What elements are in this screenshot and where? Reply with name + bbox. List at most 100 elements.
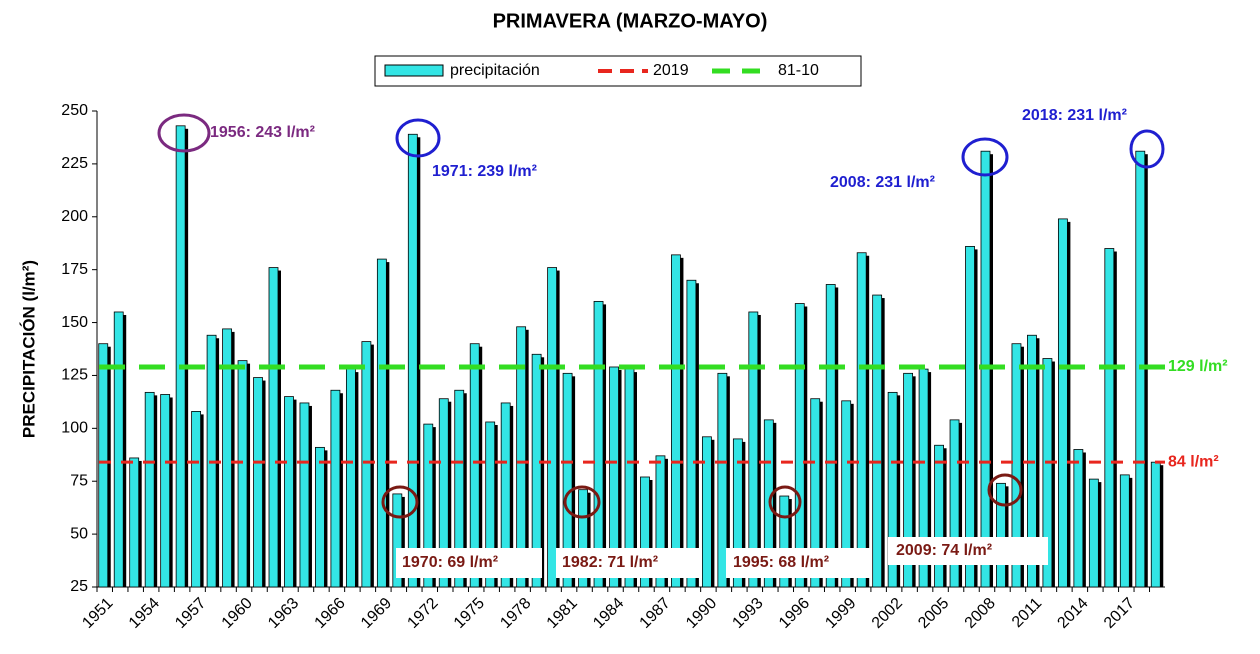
x-tick-label: 1978 [497, 595, 534, 632]
annotation-box [556, 548, 702, 578]
bar [1011, 343, 1022, 588]
bar [191, 411, 202, 588]
x-tick-label: 2002 [869, 595, 906, 632]
y-tick-label: 200 [61, 208, 88, 225]
highlight-circle [381, 485, 419, 519]
y-tick-label: 25 [70, 578, 88, 595]
bar [284, 396, 294, 588]
bar [794, 303, 805, 588]
bar [547, 267, 558, 588]
bar [237, 360, 248, 588]
bar [268, 267, 279, 588]
bar [1150, 461, 1161, 588]
x-tick-label: 1981 [544, 595, 581, 632]
bar [732, 438, 743, 588]
x-tick-label: 1954 [126, 595, 163, 632]
bar [841, 400, 852, 588]
bar [825, 284, 836, 588]
x-tick-label: 2017 [1101, 595, 1138, 632]
bar [593, 300, 604, 588]
x-tick-label: 1960 [219, 595, 256, 632]
x-tick-label: 1984 [590, 595, 627, 632]
bar [965, 245, 975, 588]
highlight-circle [563, 485, 601, 519]
bar [485, 421, 496, 588]
annotation: 1970: 69 l/m² [402, 554, 498, 571]
bar [1119, 474, 1130, 588]
bar [1042, 358, 1053, 588]
annotation: 2009: 74 l/m² [896, 542, 992, 559]
bar [1057, 218, 1068, 588]
annotation: 1956: 243 l/m² [210, 124, 315, 141]
y-tick-label: 100 [61, 420, 88, 437]
bar [872, 294, 883, 588]
annotation-box [888, 537, 1048, 565]
x-tick-label: 1969 [358, 595, 395, 632]
highlight-circle [961, 137, 1009, 177]
y-tick-label: 50 [70, 525, 88, 542]
legend-label: 2019 [653, 62, 689, 79]
bar [578, 489, 588, 588]
bar [469, 343, 480, 588]
bar [376, 258, 387, 588]
annotation: 1982: 71 l/m² [562, 554, 658, 571]
bar [407, 133, 418, 588]
bar [144, 391, 155, 588]
highlight-circle [987, 473, 1023, 507]
x-tick-label: 1996 [776, 595, 813, 632]
bar [1088, 478, 1099, 588]
bar [779, 495, 790, 588]
bar [1104, 248, 1115, 588]
x-tick-label: 1999 [822, 595, 859, 632]
bar [516, 326, 527, 588]
bar [500, 402, 511, 588]
bar [810, 398, 821, 588]
y-tick-label: 75 [70, 472, 88, 489]
bar [160, 394, 171, 588]
annotation: 1995: 68 l/m² [733, 554, 829, 571]
annotation: 2008: 231 l/m² [830, 174, 935, 191]
bar [531, 353, 542, 588]
bar [887, 391, 898, 588]
legend-box [374, 55, 862, 87]
bar [299, 402, 310, 588]
x-tick-label: 1975 [451, 595, 488, 632]
x-tick-label: 1990 [683, 595, 720, 632]
legend-label: 81-10 [778, 62, 819, 79]
bar [717, 372, 728, 588]
bar [1073, 449, 1084, 588]
bar [175, 125, 186, 588]
bar [423, 423, 434, 588]
x-tick-label: 2014 [1054, 595, 1091, 632]
y-tick-label: 150 [61, 314, 88, 331]
bar [655, 455, 666, 588]
highlight-circle [1129, 129, 1165, 169]
bar [609, 366, 619, 588]
bar [253, 377, 263, 588]
bar [856, 252, 867, 588]
bar [701, 436, 712, 588]
x-tick-label: 2008 [962, 595, 999, 632]
bar [949, 419, 960, 588]
y-axis-label: PRECIPITACIÓN (l/m²) [19, 260, 38, 438]
chart-title: PRIMAVERA (MARZO-MAYO) [493, 10, 768, 32]
annotation-box [726, 548, 870, 578]
y-tick-label: 225 [61, 155, 88, 172]
bar [903, 372, 914, 588]
x-tick-label: 1987 [637, 595, 674, 632]
legend-label: precipitación [450, 62, 540, 79]
highlight-circle [395, 118, 441, 158]
bar [113, 311, 124, 588]
x-tick-label: 1972 [404, 595, 441, 632]
x-tick-label: 1966 [312, 595, 349, 632]
legend-swatch [384, 64, 444, 77]
bar [330, 389, 341, 588]
y-tick-label: 250 [61, 102, 88, 119]
bar [129, 457, 140, 588]
bar [315, 446, 325, 588]
bar [748, 311, 759, 588]
annotation: 2018: 231 l/m² [1022, 107, 1127, 124]
bar [671, 254, 681, 588]
x-tick-label: 2011 [1009, 595, 1045, 631]
